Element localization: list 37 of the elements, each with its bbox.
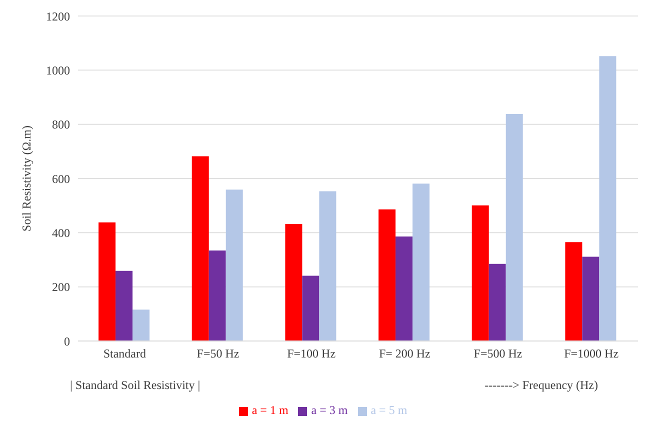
bar bbox=[302, 276, 320, 341]
bar bbox=[565, 242, 582, 341]
y-tick-label: 400 bbox=[52, 226, 70, 240]
x-tick-label: F= 200 Hz bbox=[378, 346, 430, 361]
bar bbox=[488, 264, 506, 341]
y-tick-label: 200 bbox=[52, 280, 70, 294]
bar bbox=[319, 191, 336, 341]
bar bbox=[285, 224, 302, 341]
x-tick-label: F=500 Hz bbox=[474, 346, 522, 361]
bar bbox=[599, 56, 616, 341]
bar bbox=[506, 114, 523, 341]
legend-label: a = 1 m bbox=[252, 403, 288, 417]
bar bbox=[98, 222, 116, 341]
x-tick-label: F=50 Hz bbox=[196, 346, 240, 361]
bar bbox=[226, 190, 243, 341]
bar bbox=[396, 236, 413, 341]
bar bbox=[472, 205, 489, 341]
bar bbox=[582, 256, 600, 341]
x-tick-label: Standard bbox=[103, 346, 146, 361]
y-axis-title: Soil Resistivity (Ω.m) bbox=[19, 126, 34, 232]
bar bbox=[412, 184, 430, 341]
y-tick-label: 600 bbox=[52, 172, 70, 186]
text: -------> Frequency (Hz) bbox=[484, 378, 598, 393]
bar bbox=[192, 156, 209, 341]
y-tick-label: 1000 bbox=[46, 63, 70, 78]
y-tick-label: 1200 bbox=[46, 9, 70, 24]
legend-label: a = 5 m bbox=[370, 403, 408, 417]
bar bbox=[378, 209, 396, 341]
x-tick-label: F=1000 Hz bbox=[564, 346, 619, 361]
bar bbox=[208, 250, 226, 341]
bar bbox=[116, 270, 133, 341]
y-tick-label: 800 bbox=[52, 118, 70, 132]
text: | Standard Soil Resistivity | bbox=[70, 378, 200, 393]
y-tick-label: 0 bbox=[64, 334, 70, 348]
legend-label: a = 3 m bbox=[311, 403, 348, 417]
bar bbox=[132, 310, 150, 341]
x-tick-label: F=100 Hz bbox=[287, 346, 336, 361]
